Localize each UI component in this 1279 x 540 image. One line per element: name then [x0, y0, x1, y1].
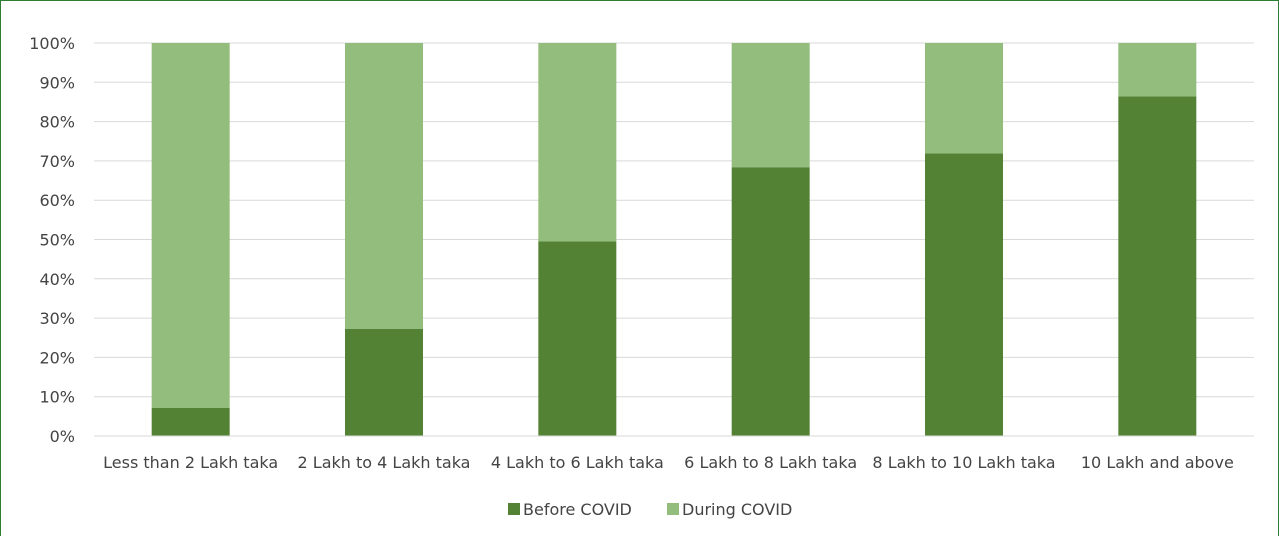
bar-during-covid	[151, 43, 230, 408]
y-tick-label: 10%	[39, 388, 75, 407]
y-tick-label: 70%	[39, 152, 75, 171]
bar-before-covid	[731, 167, 810, 437]
y-axis: 0% 10% 20% 30% 40% 50% 60% 70% 80% 90% 100%	[29, 34, 75, 446]
x-tick-label: Less than 2 Lakh taka	[103, 453, 278, 472]
y-tick-label: 100%	[29, 34, 75, 53]
legend-label: Before COVID	[523, 500, 632, 519]
x-tick-label: 4 Lakh to 6 Lakh taka	[491, 453, 664, 472]
gridlines	[94, 42, 1254, 398]
y-tick-label: 30%	[39, 309, 75, 328]
bar-during-covid	[1118, 43, 1197, 97]
legend-label: During COVID	[682, 500, 792, 519]
y-tick-label: 40%	[39, 270, 75, 289]
bar-before-covid	[1118, 96, 1197, 436]
bar-during-covid	[731, 43, 810, 168]
bars	[151, 43, 1197, 437]
y-tick-label: 90%	[39, 73, 75, 92]
bar-during-covid	[345, 43, 423, 329]
legend-swatch	[667, 503, 679, 515]
legend-swatch	[508, 503, 520, 515]
bar-before-covid	[538, 241, 617, 436]
bar-during-covid	[538, 43, 617, 242]
y-tick-label: 20%	[39, 348, 75, 367]
y-tick-label: 50%	[39, 231, 75, 250]
legend: Before COVID During COVID	[508, 500, 792, 519]
bar-before-covid	[345, 328, 423, 436]
y-tick-label: 80%	[39, 113, 75, 132]
y-tick-label: 60%	[39, 191, 75, 210]
bar-before-covid	[151, 407, 230, 436]
x-tick-label: 2 Lakh to 4 Lakh taka	[298, 453, 471, 472]
x-axis: Less than 2 Lakh taka 2 Lakh to 4 Lakh ta…	[94, 435, 1254, 472]
y-tick-label: 0%	[50, 427, 75, 446]
bar-during-covid	[925, 43, 1003, 154]
bar-before-covid	[925, 153, 1003, 437]
x-tick-label: 8 Lakh to 10 Lakh taka	[872, 453, 1055, 472]
x-tick-label: 6 Lakh to 8 Lakh taka	[684, 453, 857, 472]
x-tick-label: 10 Lakh and above	[1081, 453, 1234, 472]
